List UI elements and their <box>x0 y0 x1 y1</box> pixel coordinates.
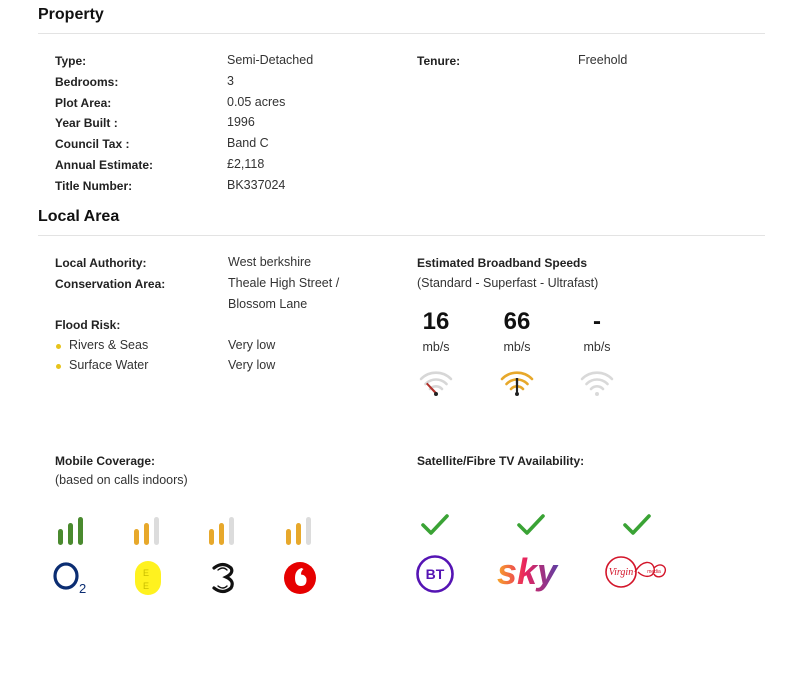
svg-text:Virgin: Virgin <box>609 567 633 578</box>
svg-text:2: 2 <box>79 581 86 596</box>
virgin-available-check-icon <box>622 513 652 537</box>
conservation-area-label: Conservation Area: <box>55 277 166 291</box>
wifi-superfast-icon <box>499 368 535 398</box>
flood-surface-label: Surface Water <box>69 358 149 372</box>
title-number-value: BK337024 <box>227 178 286 192</box>
virgin-media-logo-icon: Virgin media <box>604 554 670 590</box>
tv-availability-title: Satellite/Fibre TV Availability: <box>417 454 585 468</box>
vodafone-signal-icon <box>285 515 315 545</box>
type-label: Type: <box>55 54 87 68</box>
year-built-value: 1996 <box>227 115 255 129</box>
council-tax-value: Band C <box>227 136 269 150</box>
wifi-standard-icon <box>418 368 454 398</box>
bt-available-check-icon <box>420 513 450 537</box>
broadband-subtitle: (Standard - Superfast - Ultrafast) <box>417 276 599 290</box>
svg-text:E: E <box>143 568 149 578</box>
conservation-area-value-line2: Blossom Lane <box>228 297 308 311</box>
flood-surface-value: Very low <box>228 358 276 372</box>
standard-speed-unit: mb/s <box>422 340 450 354</box>
bullet-dot-icon <box>56 343 61 349</box>
flood-risk-label: Flood Risk: <box>55 318 121 332</box>
mobile-coverage-title: Mobile Coverage: <box>55 454 156 468</box>
sky-available-check-icon <box>516 513 546 537</box>
local-area-divider <box>38 235 765 236</box>
vodafone-logo-icon <box>282 560 318 596</box>
o2-signal-icon <box>57 515 87 545</box>
ee-logo-icon: E E <box>133 560 163 596</box>
ee-signal-icon <box>133 515 163 545</box>
local-area-title: Local Area <box>38 208 120 225</box>
annual-estimate-value: £2,118 <box>227 157 265 171</box>
tenure-label: Tenure: <box>417 54 461 68</box>
flood-rivers-value: Very low <box>228 338 276 352</box>
annual-estimate-label: Annual Estimate: <box>55 158 154 172</box>
bt-logo-icon: BT <box>415 554 455 594</box>
superfast-speed-value: 66 <box>503 308 531 335</box>
svg-text:sky: sky <box>497 551 559 592</box>
mobile-coverage-subtitle: (based on calls indoors) <box>55 473 188 487</box>
title-number-label: Title Number: <box>55 179 133 193</box>
ultrafast-speed-value: - <box>593 308 601 335</box>
plot-area-value: 0.05 acres <box>227 95 286 109</box>
svg-text:media: media <box>647 569 661 575</box>
local-authority-value: West berkshire <box>228 255 312 269</box>
standard-speed-value: 16 <box>422 308 450 335</box>
sky-logo-icon: sky <box>495 550 565 596</box>
flood-rivers-label: Rivers & Seas <box>69 338 149 352</box>
flood-item-surface <box>56 359 61 373</box>
local-authority-label: Local Authority: <box>55 256 147 270</box>
wifi-ultrafast-icon <box>579 368 615 398</box>
ultrafast-speed-unit: mb/s <box>583 340 611 354</box>
plot-area-label: Plot Area: <box>55 96 112 110</box>
broadband-title: Estimated Broadband Speeds <box>417 256 588 270</box>
svg-text:BT: BT <box>426 566 445 582</box>
year-built-label: Year Built : <box>55 116 118 130</box>
type-value: Semi-Detached <box>227 53 314 67</box>
council-tax-label: Council Tax : <box>55 137 130 151</box>
svg-text:E: E <box>143 581 149 591</box>
tenure-value: Freehold <box>578 53 628 67</box>
bedrooms-label: Bedrooms: <box>55 75 119 89</box>
bullet-dot-icon <box>56 363 61 369</box>
o2-logo-icon: 2 <box>52 560 92 596</box>
three-logo-icon <box>207 560 239 596</box>
conservation-area-value-line1: Theale High Street / <box>228 276 340 290</box>
superfast-speed-unit: mb/s <box>503 340 531 354</box>
flood-item-rivers <box>56 339 61 353</box>
property-title: Property <box>38 6 104 23</box>
bedrooms-value: 3 <box>227 74 234 88</box>
property-divider <box>38 33 765 34</box>
three-signal-icon <box>208 515 238 545</box>
